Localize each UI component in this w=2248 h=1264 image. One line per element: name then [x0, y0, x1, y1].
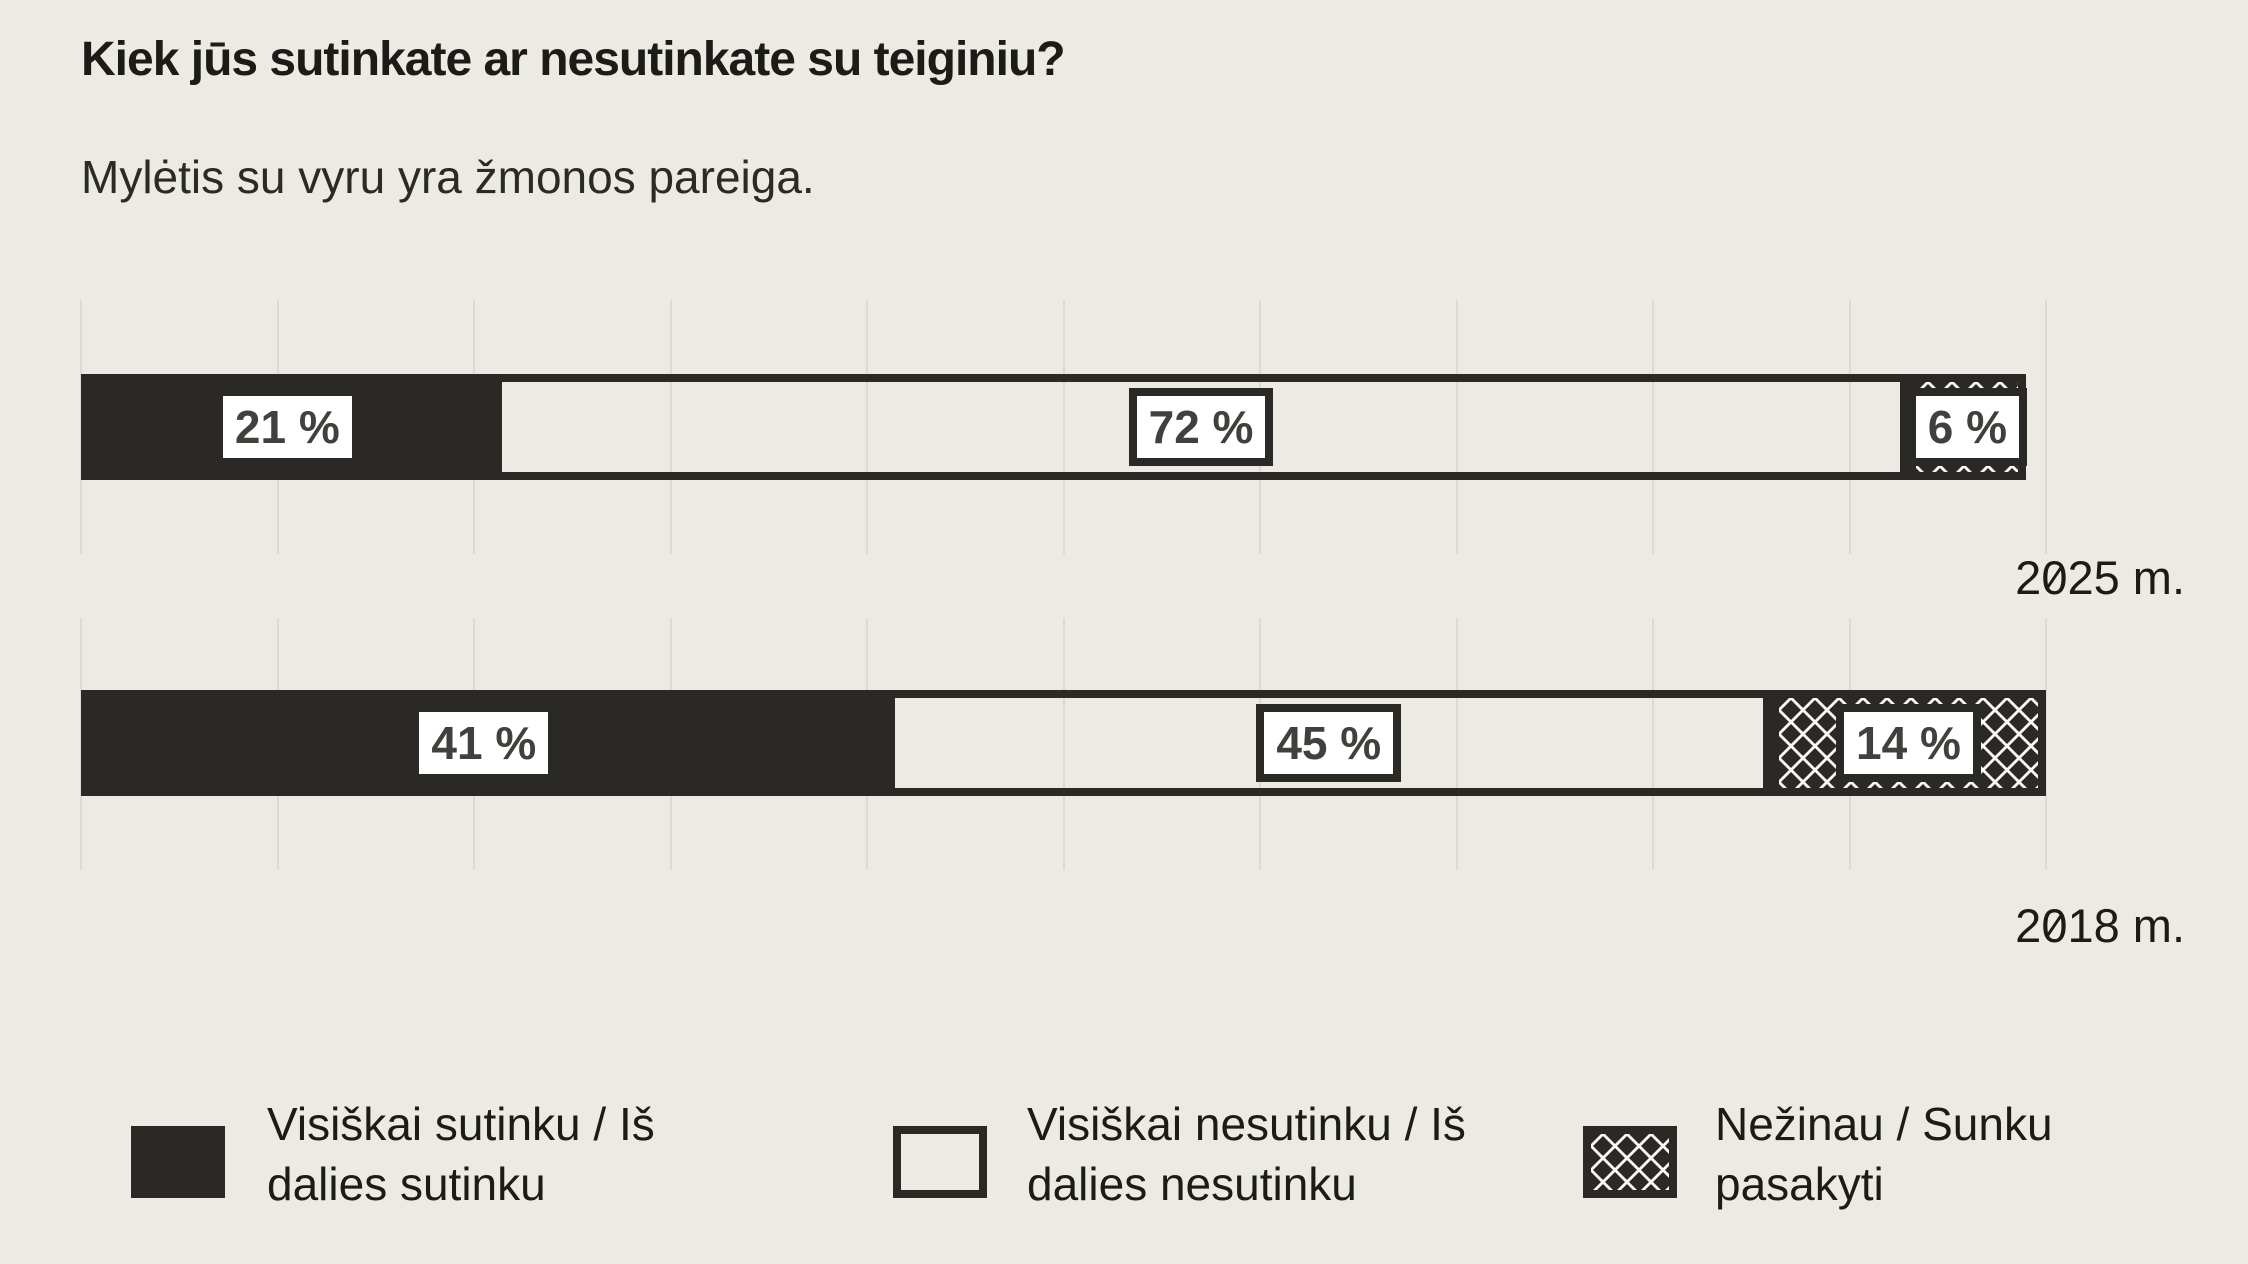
bar-segment-outline: 72 % [493, 374, 1909, 480]
gridline [1062, 618, 1065, 870]
bar-2025: 21 % 72 % 6 % [81, 374, 2046, 480]
bar-segment-pattern: 14 % [1770, 690, 2046, 796]
legend-label: Nežinau / Sunku pasakyti [1715, 1098, 2053, 1210]
chart-title: Kiek jūs sutinkate ar nesutinkate su tei… [81, 33, 1066, 86]
category-label-2018: 2018 m. [2015, 899, 2185, 952]
value-label: 41 % [411, 703, 557, 783]
legend-label: Visiškai sutinku / Iš dalies sutinku [267, 1098, 655, 1210]
category-label-2025: 2025 m. [2015, 551, 2185, 604]
value-label: 45 % [1256, 703, 1402, 783]
chart-subtitle: Mylėtis su vyru yra žmonos pareiga. [81, 151, 815, 203]
bar-segment-solid: 21 % [81, 374, 494, 480]
chart-menu-button[interactable] [2116, 64, 2194, 158]
gridline [866, 300, 868, 554]
gridline [1848, 300, 1851, 554]
legend-swatch-pattern [1583, 1126, 1677, 1198]
gridline [1652, 300, 1654, 554]
gridline [1062, 300, 1065, 554]
bar-segment-pattern: 6 % [1907, 374, 2028, 480]
gridline [1652, 618, 1654, 870]
plot-area: 21 % 72 % 6 % 41 % 45 % 14 % [80, 0, 2047, 1264]
value-label: 14 % [1836, 703, 1981, 783]
bar-segment-solid: 41 % [81, 690, 887, 796]
gridline [2045, 300, 2047, 554]
legend-swatch-solid [131, 1126, 225, 1198]
bar-segment-outline: 45 % [886, 690, 1771, 796]
diamond-pattern [1591, 1134, 1669, 1190]
bar-2018: 41 % 45 % 14 % [81, 690, 2046, 796]
gridline [1455, 300, 1458, 554]
value-label: 21 % [214, 387, 360, 467]
gridline [669, 300, 672, 554]
gridline [2045, 618, 2047, 870]
value-label: 6 % [1907, 387, 2028, 467]
gridline [1455, 618, 1458, 870]
legend-label: Visiškai nesutinku / Iš dalies nesutinku [1027, 1098, 1466, 1210]
legend-swatch-outline [893, 1126, 987, 1198]
value-label: 72 % [1128, 387, 1274, 467]
